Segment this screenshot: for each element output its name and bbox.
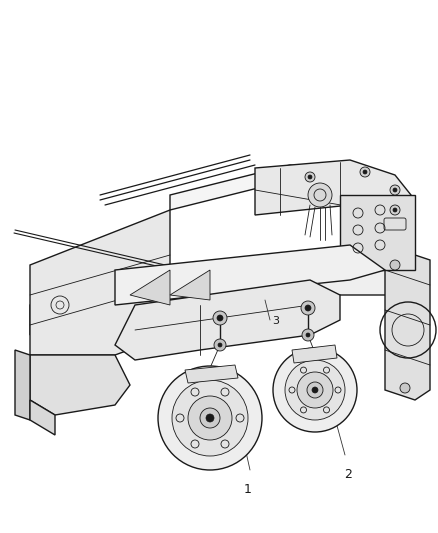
Polygon shape <box>30 265 415 335</box>
Circle shape <box>308 175 312 179</box>
Circle shape <box>158 366 262 470</box>
Circle shape <box>285 360 345 420</box>
Circle shape <box>307 382 323 398</box>
Circle shape <box>390 185 400 195</box>
Text: 3: 3 <box>272 316 279 326</box>
Polygon shape <box>340 195 415 270</box>
Circle shape <box>400 383 410 393</box>
Polygon shape <box>115 280 340 360</box>
Text: 2: 2 <box>344 468 352 481</box>
Text: 1: 1 <box>244 483 252 496</box>
Polygon shape <box>130 270 170 305</box>
Circle shape <box>273 348 357 432</box>
Polygon shape <box>115 245 385 305</box>
Circle shape <box>360 167 370 177</box>
Circle shape <box>206 414 214 422</box>
Polygon shape <box>385 245 430 400</box>
Circle shape <box>301 301 315 315</box>
Circle shape <box>218 343 222 347</box>
Polygon shape <box>170 165 415 215</box>
Polygon shape <box>30 210 170 355</box>
Polygon shape <box>30 400 55 435</box>
Circle shape <box>217 315 223 321</box>
Circle shape <box>305 305 311 311</box>
Circle shape <box>214 339 226 351</box>
Polygon shape <box>185 365 238 383</box>
Circle shape <box>312 387 318 393</box>
Circle shape <box>363 170 367 174</box>
Circle shape <box>302 329 314 341</box>
Circle shape <box>297 372 333 408</box>
Circle shape <box>393 208 397 212</box>
Circle shape <box>213 311 227 325</box>
Circle shape <box>393 188 397 192</box>
Circle shape <box>200 408 220 428</box>
Polygon shape <box>30 355 130 415</box>
Polygon shape <box>15 350 30 420</box>
Polygon shape <box>292 345 337 363</box>
Circle shape <box>188 396 232 440</box>
Polygon shape <box>255 160 415 235</box>
Circle shape <box>390 260 400 270</box>
Polygon shape <box>170 270 210 300</box>
Circle shape <box>390 205 400 215</box>
Circle shape <box>305 172 315 182</box>
Circle shape <box>172 380 248 456</box>
Circle shape <box>306 333 310 337</box>
Circle shape <box>308 183 332 207</box>
